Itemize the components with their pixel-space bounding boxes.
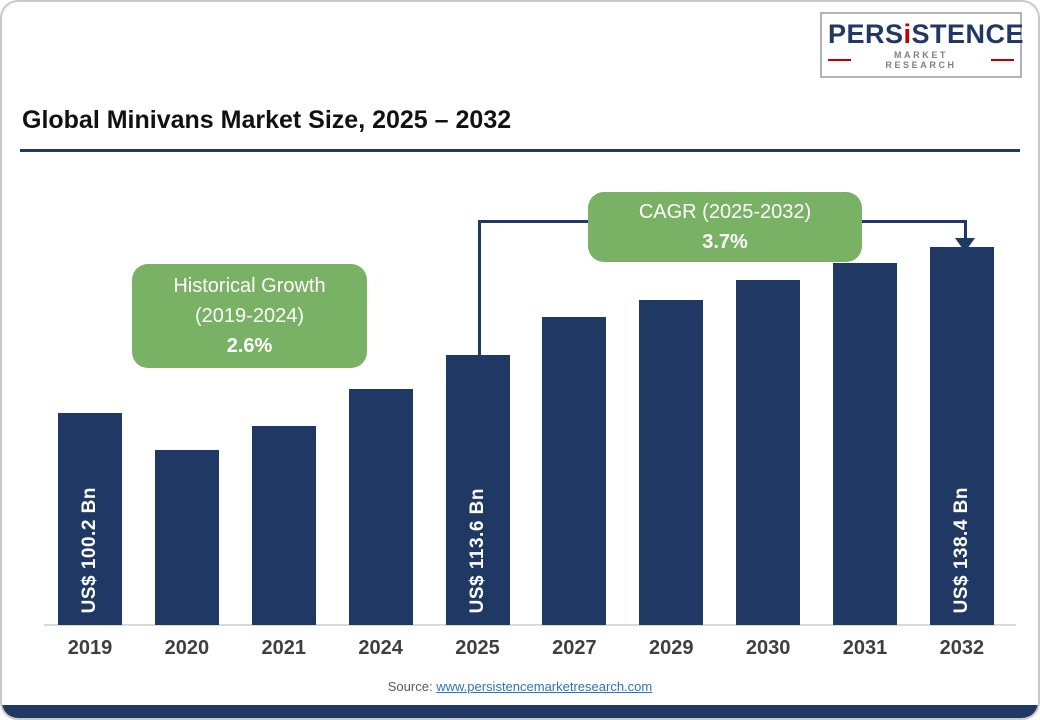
- source-label: Source:: [387, 679, 433, 694]
- cagr-bracket-left-line: [478, 220, 481, 359]
- bar-2020: [154, 450, 219, 625]
- cagr-callout: CAGR (2025-2032) 3.7%: [588, 192, 862, 262]
- bar-column-2025: US$ 113.6 Bn 2025: [445, 355, 510, 659]
- x-axis-tick-label: 2032: [939, 637, 985, 659]
- chart-title: Global Minivans Market Size, 2025 – 2032: [22, 106, 512, 134]
- x-axis-baseline: [44, 624, 1016, 626]
- bar-2021: [251, 426, 316, 625]
- logo-brand-rest: STENCE: [911, 18, 1025, 49]
- cagr-bracket-right-line: [964, 220, 967, 240]
- x-axis-tick-label: 2029: [649, 637, 694, 659]
- logo-subtitle-row: MARKET RESEARCH: [828, 50, 1014, 70]
- bar-columns: US$ 100.2 Bn 2019 2020 2021 2024 US$ 113.6 Bn…: [58, 162, 994, 659]
- bar-2024: [348, 389, 413, 625]
- bar-column-2024: 2024: [348, 389, 413, 659]
- bar-value-label: US$ 100.2 Bn: [79, 486, 100, 613]
- title-underline: [20, 149, 1020, 152]
- logo-brand-pers: PERS: [828, 18, 904, 49]
- cagr-line1: CAGR (2025-2032): [638, 201, 812, 223]
- logo-accent-line: [828, 58, 852, 61]
- bar-2032: US$ 138.4 Bn: [929, 247, 994, 625]
- bar-2031: [833, 263, 897, 625]
- logo-accent-line: [990, 58, 1014, 61]
- bar-2025: US$ 113.6 Bn: [445, 355, 510, 625]
- bar-value-label: US$ 138.4 Bn: [950, 486, 972, 613]
- source-line: Source: www.persistencemarketresearch.co…: [2, 679, 1038, 694]
- x-axis-tick-label: 2021: [261, 637, 307, 659]
- x-axis-tick-label: 2020: [164, 637, 210, 659]
- company-logo: PERSiSTENCE MARKET RESEARCH: [820, 12, 1024, 78]
- cagr-bracket-arrowhead-icon: [955, 238, 975, 252]
- bottom-accent-bar: [2, 705, 1038, 718]
- bar-column-2030: 2030: [736, 280, 801, 659]
- bar-value-label: US$ 113.6 Bn: [466, 487, 488, 613]
- logo-brand-i: i: [903, 18, 912, 49]
- source-link[interactable]: www.persistencemarketresearch.com: [436, 679, 653, 694]
- x-axis-tick-label: 2030: [745, 637, 791, 659]
- bar-column-2029: 2029: [639, 300, 704, 659]
- bar-2019: US$ 100.2 Bn: [58, 413, 122, 625]
- historical-growth-callout: Historical Growth (2019-2024) 2.6%: [132, 264, 367, 368]
- x-axis-tick-label: 2031: [842, 637, 888, 659]
- x-axis-tick-label: 2027: [552, 637, 597, 659]
- bar-column-2020: 2020: [154, 450, 219, 659]
- x-axis-tick-label: 2019: [67, 637, 113, 659]
- bar-column-2027: 2027: [542, 317, 607, 659]
- bar-column-2032: US$ 138.4 Bn 2032: [929, 247, 994, 659]
- historical-growth-value: 2.6%: [226, 335, 273, 357]
- logo-subtitle: MARKET RESEARCH: [885, 49, 957, 70]
- bar-2027: [542, 317, 607, 625]
- bar-2029: [639, 300, 704, 625]
- logo-brand-text: PERSiSTENCE: [828, 18, 1024, 49]
- x-axis-tick-label: 2024: [358, 637, 403, 659]
- historical-growth-line1: Historical Growth: [173, 275, 326, 297]
- bar-column-2021: 2021: [251, 426, 316, 659]
- bar-2030: [736, 280, 801, 625]
- bar-column-2019: US$ 100.2 Bn 2019: [58, 413, 122, 659]
- x-axis-tick-label: 2025: [455, 637, 500, 659]
- bar-column-2031: 2031: [833, 263, 897, 659]
- historical-growth-line2: (2019-2024): [195, 305, 304, 327]
- cagr-value: 3.7%: [702, 231, 748, 253]
